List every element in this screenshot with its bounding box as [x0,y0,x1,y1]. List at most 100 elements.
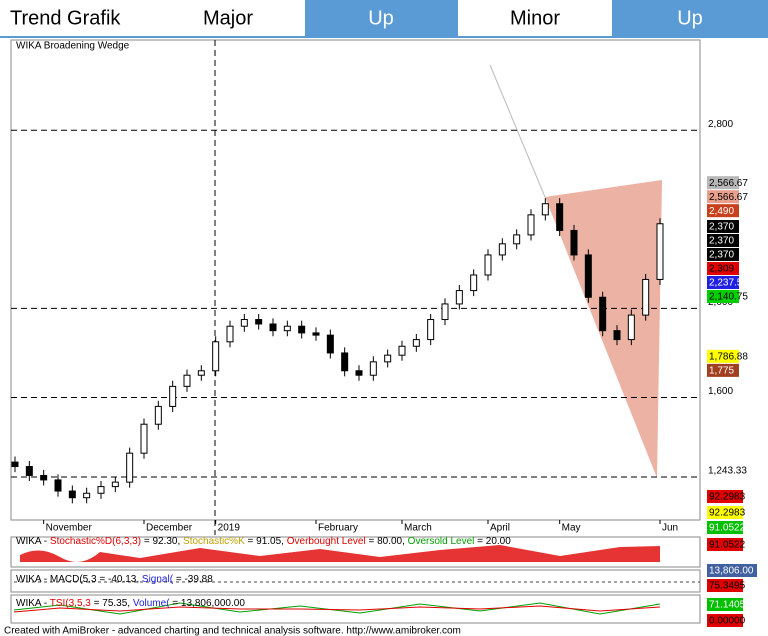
price-label-bg [707,349,739,363]
price-label-bg [707,219,739,233]
candle-body [83,492,91,499]
price-label: 1,775 [709,366,734,377]
candle-body [584,254,592,298]
chart-title: WIKA Broadening Wedge [16,41,130,52]
indicator-part: Signal( [142,574,174,585]
indicator-part: = -40.13, [97,574,142,585]
macd-pane [10,569,701,593]
price-label: 2,309 [709,264,734,275]
candle-body [25,466,33,476]
tsi-signal [13,605,661,613]
candle-body [341,352,349,372]
price-label: 2,566.67 [709,178,748,189]
candle-body [11,461,19,468]
pane-label: 0.00000 [709,616,746,627]
y-tick-label: 1,243.33 [708,466,747,477]
pane-label: 71.1405 [709,600,746,611]
indicator-part: = 75.35, [91,598,133,609]
candle-body [212,341,220,372]
plot-frame [10,39,701,521]
header-cell-bg [612,0,768,37]
header-cell: Trend Grafik [10,7,121,29]
indicator-part: Oversold Level [408,536,475,547]
price-label-bg [707,204,739,218]
indicator-part: Overbought Level [287,536,366,547]
pane-label: 13,806.00 [709,566,754,577]
x-tick-label: March [404,523,432,534]
x-tick-label: February [318,523,358,534]
candle-body [398,345,406,356]
x-tick-label: Jun [662,523,678,534]
stoch-area [20,545,660,562]
candle-body [498,243,506,256]
header-cell: Minor [510,7,560,29]
candle-body [541,203,549,216]
price-label-bg [707,275,739,289]
candle-body [599,296,607,332]
indicator-part: MACD(5,3 [50,574,97,585]
candle-body [412,339,420,347]
pane-label-bg [707,490,743,503]
indicator-part: Volume( [133,598,170,609]
stoch-pane [10,536,701,568]
price-label-bg [707,233,739,247]
candle-body [513,234,521,245]
indicator-part: = 91.05, [245,536,287,547]
candle-body [140,423,148,454]
candle-body [54,479,62,492]
candle-body [369,361,377,376]
tsi-pane [10,594,701,624]
indicator-part: = 13,806,000.00 [170,598,246,609]
candle-body [226,325,234,343]
indicator-part: Stochastic%K [183,536,245,547]
candle-body [427,319,435,341]
price-label: 2,370 [709,250,734,261]
pane-label: 75.3495 [709,581,746,592]
candle-body [441,303,449,321]
x-tick-label: May [562,523,581,534]
header-cell: Up [677,7,703,29]
candle-body [298,325,306,334]
indicator-legend: WIKA - Stochastic%D(6,3,3) = 92.30, Stoc… [16,536,511,547]
pane-label-bg [707,598,743,611]
pane-label-bg [707,538,743,551]
price-label: 2,370 [709,222,734,233]
candle-body [255,319,263,325]
candle-body [240,319,248,327]
candle-body [197,370,205,376]
candle-body [570,229,578,256]
price-label-bg [707,247,739,261]
candle-body [527,214,535,236]
candle-body [470,274,478,292]
candle-body [326,334,334,354]
candle-body [126,452,134,483]
y-tick-label: 1,600 [708,386,733,397]
header-cell: Up [368,7,394,29]
indicator-part: TSI(3,5,3 [50,598,92,609]
price-label-bg [707,190,739,204]
indicator-part: Stochastic%D(6,3,3) [50,536,141,547]
candle-body [627,314,635,341]
header-cell: Major [203,7,253,29]
indicator-part: = -39.88 [173,574,213,585]
trend-line [489,64,546,198]
candle-body [642,278,650,316]
price-label: 1,786.88 [709,352,748,363]
candle-body [355,370,363,376]
pane-label: 92.2983 [709,508,746,519]
candle-body [169,385,177,407]
candle-body [484,254,492,276]
indicator-part: = 80.00, [366,536,408,547]
indicator-part: = 92.30, [141,536,183,547]
indicator-part: WIKA - [16,574,50,585]
price-label-bg [707,176,739,190]
indicator-legend: WIKA - MACD(5,3 = -40.13, Signal( = -39.… [16,574,213,585]
pane-label-bg [707,521,743,534]
pane-label-bg [707,564,757,577]
pane-label-bg [707,506,743,519]
y-tick-label: 2,800 [708,119,733,130]
x-tick-label: November [46,523,93,534]
footer: Created with AmiBroker - advanced charti… [4,626,461,636]
